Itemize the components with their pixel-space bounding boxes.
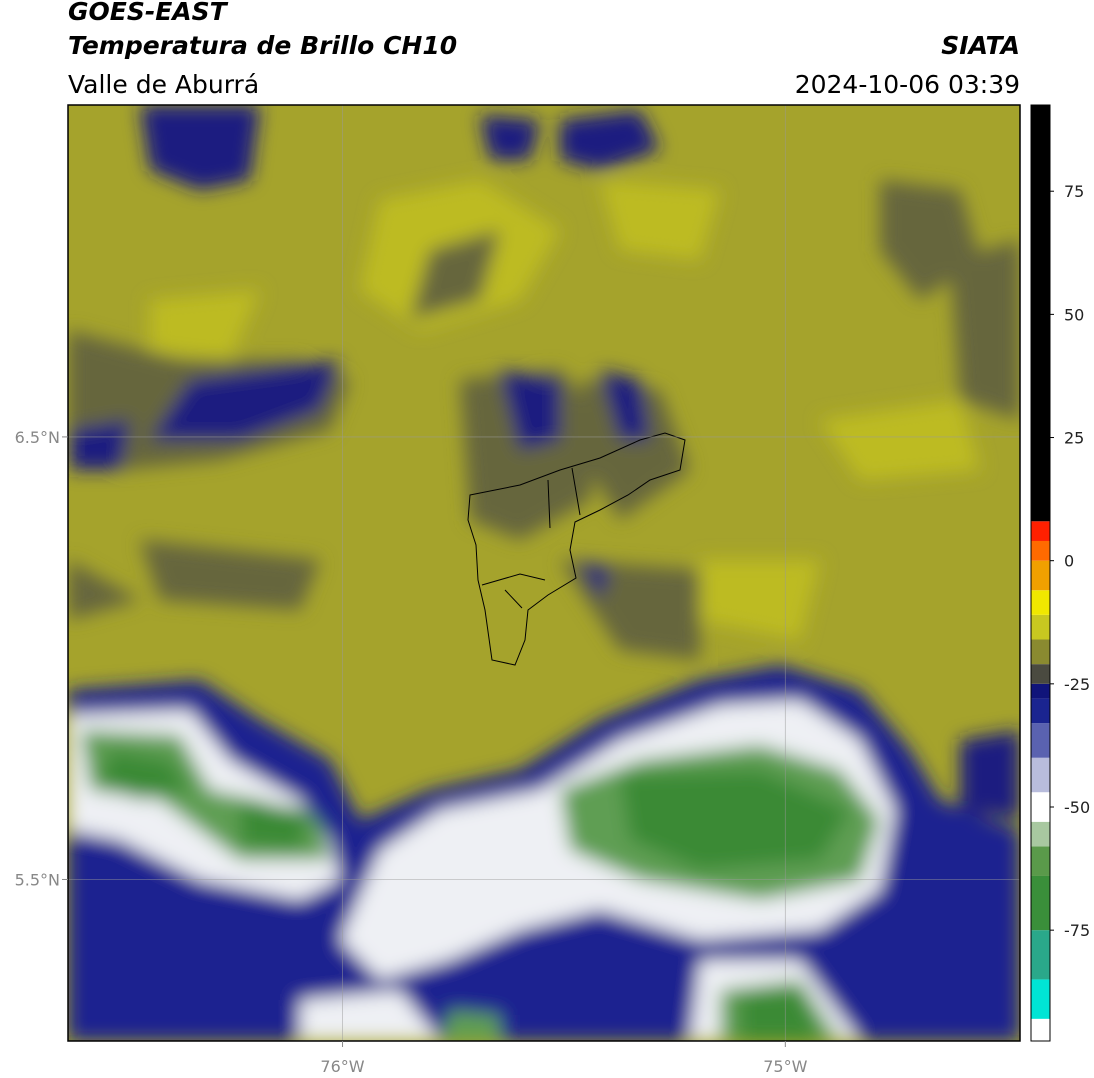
colorbar-segment [1031,875,1050,931]
subtitle: Temperatura de Brillo CH10 [68,31,457,60]
colorbar-tick-label: 0 [1064,552,1074,571]
colorbar-segment [1031,757,1050,793]
source: SIATA [941,31,1020,60]
colorbar-tick-label: -50 [1064,798,1090,817]
map-frame [67,104,1021,1042]
colorbar-segment [1031,846,1050,876]
colorbar-tick-label: -25 [1064,675,1090,694]
colorbar-segment [1031,590,1050,615]
colorbar-segment [1031,979,1050,1019]
colorbar-tick-label: 75 [1064,182,1084,201]
colorbar-tick-label: -75 [1064,921,1090,940]
colorbar-segment [1031,930,1050,980]
colorbar-segment [1031,792,1050,822]
y-tick-label: 6.5°N [15,428,60,447]
colorbar-segment [1031,698,1050,724]
y-tick-label: 5.5°N [15,870,60,889]
colorbar-segment [1031,683,1050,699]
colorbar-segment [1031,614,1050,640]
x-tick-label: 75°W [763,1057,807,1076]
colorbar-frame [1030,104,1051,1042]
colorbar-segment [1031,821,1050,847]
colorbar-tick-label: 50 [1064,305,1084,324]
colorbar-segment [1031,639,1050,665]
x-tick-label: 76°W [320,1057,364,1076]
datetime: 2024-10-06 03:39 [795,70,1020,99]
municipality-outlines [467,432,686,666]
colorbar-segment [1031,1018,1050,1041]
region: Valle de Aburrá [68,70,259,99]
colorbar-segment [1031,560,1050,591]
satellite-image [68,105,1020,1041]
colorbar-segment [1031,540,1050,561]
colorbar-segment [1031,521,1050,541]
colorbar-segment [1031,105,1050,522]
colorbar-tick-label: 25 [1064,429,1084,448]
title: GOES-EAST [68,0,229,26]
colorbar-segment [1031,723,1050,758]
colorbar-segment [1031,664,1050,684]
